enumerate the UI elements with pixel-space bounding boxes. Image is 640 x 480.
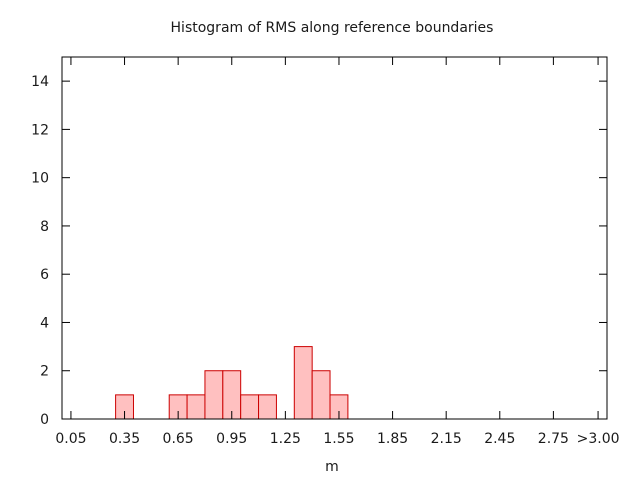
y-tick-label: 12	[31, 122, 49, 138]
histogram-bar	[186, 394, 206, 420]
x-tick-label: 2.15	[431, 431, 462, 447]
histogram-bar	[293, 346, 313, 420]
histogram-bar	[204, 370, 224, 420]
x-axis-label: m	[325, 459, 339, 475]
histogram-bar	[240, 394, 260, 420]
x-tick-label: 0.95	[216, 431, 247, 447]
histogram-bar	[311, 370, 331, 420]
bars-group	[115, 346, 349, 420]
x-tick-label: 1.25	[270, 431, 301, 447]
x-tick-label: 0.35	[109, 431, 140, 447]
plot-frame	[61, 56, 608, 420]
x-tick-label: 1.85	[377, 431, 408, 447]
y-tick-label: 0	[40, 412, 49, 428]
x-tick-label: 0.05	[55, 431, 86, 447]
histogram-bar	[258, 394, 277, 420]
y-tick-label: 6	[40, 267, 49, 283]
y-tick-label: 10	[31, 171, 49, 187]
y-tick-label: 14	[31, 74, 49, 90]
x-tick-label: 0.65	[163, 431, 194, 447]
x-tick-label: 1.55	[323, 431, 354, 447]
x-tick-label: 2.75	[538, 431, 569, 447]
y-axis-ticks: 0 2 4 6 8 10 12 14	[31, 74, 607, 428]
y-tick-label: 4	[40, 315, 49, 331]
y-tick-label: 2	[40, 364, 49, 380]
x-axis-ticks: 0.05 0.35 0.65 0.95 1.25 1.55 1.85 2.15 2.45 2.75…	[55, 57, 620, 447]
x-tick-label: 2.45	[484, 431, 515, 447]
x-tick-label: >3.00	[577, 431, 620, 447]
chart-title: Histogram of RMS along reference boundar…	[171, 20, 494, 36]
y-tick-label: 8	[40, 219, 49, 235]
